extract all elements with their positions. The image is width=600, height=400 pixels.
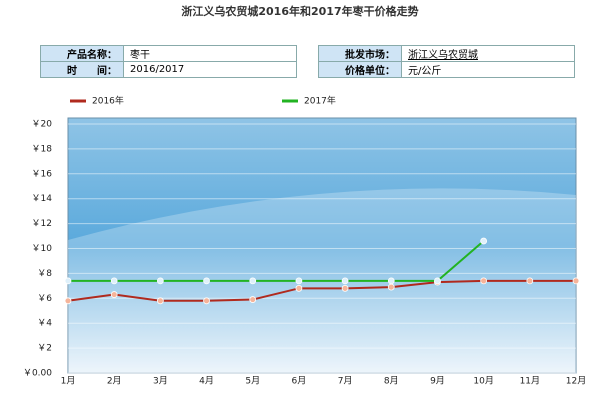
plot-area (67, 117, 577, 374)
data-point (387, 283, 395, 291)
data-point (249, 296, 257, 303)
y-tick-label: ￥4 (37, 319, 52, 329)
data-point (295, 284, 303, 292)
y-tick-label: ￥16 (32, 169, 53, 179)
y-tick-label: ￥10 (32, 244, 53, 254)
data-point (526, 277, 534, 285)
info-label: 价格单位： (318, 61, 402, 78)
x-tick-label: 7月 (338, 376, 353, 387)
data-point (156, 277, 164, 285)
x-tick-label: 11月 (520, 376, 540, 387)
x-tick-label: 2月 (107, 376, 122, 387)
data-point (341, 284, 349, 292)
chart-title: 浙江义乌农贸城2016年和2017年枣干价格走势 (181, 5, 419, 18)
info-value: 浙江义乌农贸城 (401, 45, 575, 62)
x-tick-label: 12月 (566, 376, 586, 387)
data-point (203, 297, 210, 305)
info-label: 产品名称： (40, 45, 124, 62)
legend-label: 2016年 (92, 95, 124, 107)
x-tick-label: 4月 (199, 376, 214, 387)
data-point (387, 277, 395, 285)
data-point (64, 297, 72, 305)
x-tick-label: 5月 (245, 376, 260, 387)
x-tick-label: 10月 (473, 376, 493, 387)
data-point (480, 237, 488, 245)
y-tick-label: ￥18 (32, 144, 53, 154)
info-label: 批发市场： (318, 45, 402, 62)
y-tick-label: ￥8 (37, 269, 52, 279)
y-tick-label: ￥14 (32, 194, 53, 204)
data-point (64, 277, 72, 285)
series-line (67, 279, 576, 302)
y-tick-label: ￥2 (37, 344, 52, 354)
data-point (203, 277, 210, 285)
data-point (110, 291, 118, 298)
data-point (249, 277, 257, 285)
info-value: 2016/2017 (123, 61, 297, 78)
info-value: 元/公斤 (401, 61, 575, 78)
y-tick-label: ￥20 (32, 120, 53, 130)
legend-label: 2017年 (304, 95, 336, 107)
y-tick-label: ￥12 (32, 219, 52, 229)
x-tick-label: 6月 (292, 376, 307, 387)
data-point (156, 297, 164, 305)
data-point (110, 277, 118, 285)
data-point (572, 277, 580, 285)
data-point (341, 277, 349, 285)
x-tick-label: 9月 (430, 376, 445, 387)
y-tick-label: ￥0.00 (23, 369, 52, 379)
info-table-left: 产品名称： 枣干 时 间： 2016/2017 (40, 45, 297, 78)
info-value: 枣干 (123, 45, 297, 62)
data-point (434, 277, 441, 285)
info-table-right: 批发市场： 浙江义乌农贸城 价格单位： 元/公斤 (318, 45, 575, 78)
x-tick-label: 3月 (153, 376, 168, 387)
x-tick-label: 1月 (61, 376, 76, 387)
x-tick-label: 8月 (384, 376, 399, 387)
data-point (295, 277, 303, 285)
data-point (480, 277, 488, 285)
y-tick-label: ￥6 (37, 294, 52, 304)
series-line (68, 240, 485, 282)
